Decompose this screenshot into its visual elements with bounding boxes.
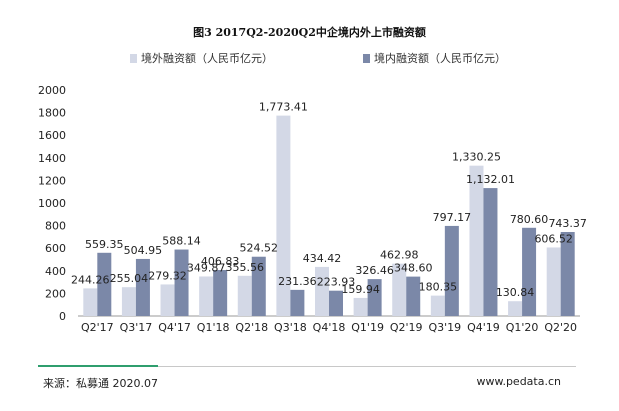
data-label-domestic: 223.93 [317, 276, 356, 289]
data-label-domestic: 743.37 [548, 217, 587, 230]
bar-domestic [135, 258, 150, 316]
footer-accent-line [38, 365, 158, 367]
data-label-overseas: 159.94 [341, 283, 380, 296]
x-tick-label: Q1'19 [351, 321, 384, 334]
data-label-overseas: 1,773.41 [259, 101, 308, 114]
y-tick-label: 800 [45, 220, 66, 233]
y-tick-label: 200 [45, 287, 66, 300]
data-label-overseas: 349.87 [187, 261, 226, 274]
y-tick-label: 1200 [38, 174, 66, 187]
data-label-overseas: 244.26 [71, 273, 110, 286]
legend-label-domestic: 境内融资额（人民币亿元） [374, 52, 506, 65]
y-tick-label: 1600 [38, 129, 66, 142]
bar-overseas [237, 275, 252, 316]
x-tick-label: Q4'17 [158, 321, 191, 334]
bar-overseas [160, 284, 175, 316]
website-text: www.pedata.cn [476, 375, 561, 388]
x-tick-label: Q2'19 [390, 321, 423, 334]
data-label-domestic: 588.14 [162, 235, 201, 248]
legend-item-domestic: 境内融资额（人民币亿元） [363, 50, 506, 66]
bar-overseas [315, 266, 329, 316]
data-label-domestic: 780.60 [510, 213, 549, 226]
y-tick-label: 1400 [38, 152, 66, 165]
bar-domestic [174, 249, 189, 316]
bar-overseas [199, 276, 214, 316]
bar-overseas [508, 301, 523, 316]
bar-domestic [367, 279, 382, 316]
legend-swatch-domestic [363, 53, 370, 63]
bar-domestic [329, 290, 343, 316]
data-label-overseas: 355.56 [226, 261, 265, 274]
legend-label-overseas: 境外融资额（人民币亿元） [141, 52, 273, 65]
y-tick-label: 400 [45, 265, 66, 278]
data-label-domestic: 406.83 [201, 255, 240, 268]
bar-overseas [121, 287, 136, 316]
x-tick-label: Q4'18 [313, 321, 346, 334]
y-tick-label: 1800 [38, 107, 66, 120]
legend-item-overseas: 境外融资额（人民币亿元） [130, 50, 273, 66]
data-label-overseas: 606.52 [534, 232, 573, 245]
bar-domestic [444, 225, 459, 316]
bar-overseas [430, 295, 445, 316]
x-tick-label: Q3'17 [120, 321, 153, 334]
bar-domestic [406, 276, 421, 316]
data-label-overseas: 434.42 [303, 252, 342, 265]
data-label-domestic: 348.60 [394, 262, 433, 275]
footer-divider [38, 366, 576, 367]
y-tick-label: 600 [45, 242, 66, 255]
bar-domestic [97, 252, 112, 316]
x-tick-label: Q2'17 [81, 321, 114, 334]
x-tick-label: Q1'20 [506, 321, 539, 334]
x-tick-label: Q3'18 [274, 321, 307, 334]
data-label-domestic: 1,132.01 [466, 173, 515, 186]
x-tick-label: Q1'18 [197, 321, 230, 334]
data-label-domestic: 326.46 [355, 264, 394, 277]
data-label-overseas: 1,330.25 [452, 151, 501, 164]
data-label-overseas: 279.32 [148, 269, 187, 282]
data-label-overseas: 462.98 [380, 249, 419, 262]
bar-domestic [251, 256, 266, 316]
bar-overseas [546, 247, 561, 316]
y-tick-label: 0 [59, 310, 66, 323]
data-label-domestic: 504.95 [124, 244, 163, 257]
data-label-overseas: 255.04 [110, 272, 149, 285]
x-tick-label: Q2'20 [544, 321, 577, 334]
bar-domestic [213, 270, 228, 316]
x-tick-label: Q4'19 [467, 321, 500, 334]
chart-title: 图3 2017Q2-2020Q2中企境内外上市融资额 [193, 26, 426, 39]
bar-overseas [469, 165, 484, 316]
x-tick-label: Q3'19 [429, 321, 462, 334]
source-text: 来源：私募通 2020.07 [43, 377, 158, 390]
bar-domestic [522, 227, 537, 316]
data-label-overseas: 180.35 [419, 281, 458, 294]
data-label-domestic: 797.17 [433, 211, 472, 224]
bar-overseas [276, 115, 291, 316]
bar-overseas [83, 288, 98, 316]
legend: 境外融资额（人民币亿元） 境内融资额（人民币亿元） [0, 50, 619, 66]
data-label-domestic: 524.52 [240, 242, 279, 255]
x-tick-label: Q2'18 [235, 321, 268, 334]
data-label-domestic: 231.36 [278, 275, 317, 288]
y-tick-label: 2000 [38, 84, 66, 97]
bar-overseas [353, 297, 368, 316]
bar-domestic [483, 188, 498, 316]
data-label-domestic: 559.35 [85, 238, 124, 251]
bar-domestic [560, 231, 575, 316]
data-label-overseas: 130.84 [496, 286, 535, 299]
bar-overseas [392, 263, 407, 316]
y-tick-label: 1000 [38, 197, 66, 210]
bar-domestic [290, 289, 305, 316]
legend-swatch-overseas [130, 53, 137, 63]
